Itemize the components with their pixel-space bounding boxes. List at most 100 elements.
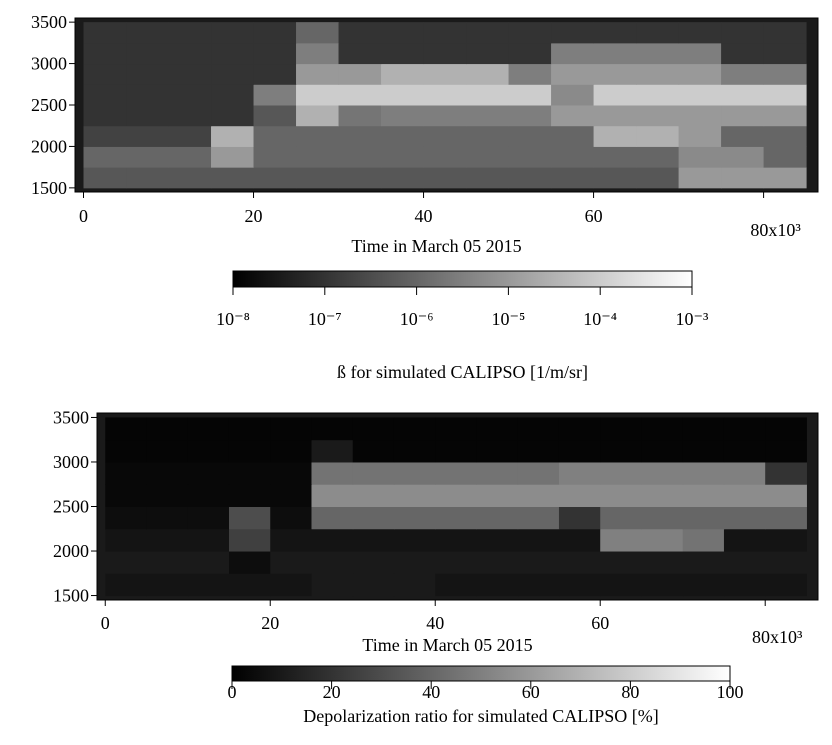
heatmap-cell xyxy=(311,484,354,507)
heatmap-cell xyxy=(763,42,807,65)
heatmap-cell xyxy=(381,146,425,168)
heatmap-cell xyxy=(105,439,147,463)
colorbar-tick-label: 10⁻⁴ xyxy=(583,309,617,329)
heatmap-cell xyxy=(435,528,477,552)
colorbar-tick-label: 100 xyxy=(717,682,744,702)
heatmap-cell xyxy=(508,105,552,127)
heatmap-cell xyxy=(551,84,595,106)
heatmap-cell xyxy=(338,167,382,189)
heatmap-cell xyxy=(641,439,684,463)
heatmap-cell xyxy=(311,528,354,552)
heatmap-cell xyxy=(270,439,312,463)
heatmap-cell xyxy=(228,439,271,463)
heatmap-cell xyxy=(211,63,255,85)
heatmap-cell xyxy=(126,125,170,147)
heatmap-cell xyxy=(296,42,340,65)
heatmap-cell xyxy=(253,63,297,85)
heatmap-cell xyxy=(381,105,425,127)
heatmap-cell xyxy=(517,551,560,574)
heatmap-cell xyxy=(763,167,807,189)
heatmap-cell xyxy=(381,63,425,85)
heatmap-cell xyxy=(126,105,170,127)
heatmap-cell xyxy=(423,167,467,189)
heatmap-cell xyxy=(721,125,765,147)
heatmap-cell xyxy=(678,22,722,44)
heatmap-cell xyxy=(476,417,519,441)
heatmap-cell xyxy=(517,461,560,485)
heatmap-cell xyxy=(126,42,170,65)
heatmap-cell xyxy=(476,551,519,574)
heatmap-cell xyxy=(168,63,212,85)
heatmap-cell xyxy=(352,461,395,485)
heatmap-cell xyxy=(187,417,230,441)
heatmap-cell xyxy=(253,105,297,127)
heatmap-cell xyxy=(228,506,271,530)
heatmap-cell xyxy=(682,484,725,507)
y-tick-label: 3000 xyxy=(31,54,67,74)
heatmap-cell xyxy=(466,84,510,106)
heatmap-cell xyxy=(146,573,189,597)
heatmap-cell xyxy=(723,417,766,441)
heatmap-cell xyxy=(338,84,382,106)
heatmap-cell xyxy=(476,461,519,485)
heatmap-cell xyxy=(352,417,395,441)
heatmap-cell xyxy=(423,125,467,147)
heatmap-cell xyxy=(228,417,271,441)
heatmap-cell xyxy=(721,146,765,168)
heatmap-cell xyxy=(105,506,147,530)
heatmap-cell xyxy=(721,105,765,127)
heatmap-cell xyxy=(105,417,147,441)
x-axis-label: Time in March 05 2015 xyxy=(351,236,521,256)
heatmap-cell xyxy=(636,105,680,127)
heatmap-cell xyxy=(228,551,271,574)
heatmap-cell xyxy=(600,506,642,530)
heatmap-cell xyxy=(723,528,766,552)
heatmap-cell xyxy=(466,63,510,85)
heatmap-cell xyxy=(253,84,297,106)
heatmap-cell xyxy=(126,63,170,85)
heatmap-cell xyxy=(168,22,212,44)
heatmap-cell xyxy=(593,146,637,168)
heatmap-cell xyxy=(296,105,340,127)
y-tick-label: 3500 xyxy=(31,12,67,32)
y-tick-label: 2000 xyxy=(31,136,67,156)
x-tick-label: 60 xyxy=(591,613,609,633)
x-tick-label: 80x10³ xyxy=(750,220,801,240)
heatmap-cell xyxy=(466,167,510,189)
heatmap-cell xyxy=(311,506,354,530)
heatmap-cell xyxy=(763,22,807,44)
heatmap-cell xyxy=(435,506,477,530)
heatmap-cell xyxy=(338,63,382,85)
heatmap-cell xyxy=(352,484,395,507)
heatmap-cell xyxy=(551,125,595,147)
heatmap-cell xyxy=(393,551,436,574)
heatmap-cell xyxy=(551,105,595,127)
heatmap-cell xyxy=(270,573,312,597)
y-tick-label: 3000 xyxy=(53,452,89,472)
heatmap-cell xyxy=(723,506,766,530)
heatmap-cell xyxy=(682,417,725,441)
heatmap-cell xyxy=(393,484,436,507)
heatmap-cell xyxy=(435,461,477,485)
heatmap-cell xyxy=(296,84,340,106)
heatmap-cell xyxy=(423,84,467,106)
heatmap-cell xyxy=(393,461,436,485)
heatmap-cell xyxy=(558,551,601,574)
heatmap-cell xyxy=(83,167,127,189)
colorbar xyxy=(232,270,693,288)
heatmap-cell xyxy=(721,22,765,44)
heatmap-cell xyxy=(393,573,436,597)
heatmap-cell xyxy=(211,22,255,44)
heatmap-cell xyxy=(593,63,637,85)
heatmap-cell xyxy=(296,125,340,147)
colorbar-tick-label: 10⁻⁵ xyxy=(492,309,526,329)
heatmap-cell xyxy=(558,484,601,507)
heatmap-cell xyxy=(508,42,552,65)
heatmap-cell xyxy=(83,42,127,65)
heatmap-cell xyxy=(558,417,601,441)
heatmap-cell xyxy=(381,84,425,106)
heatmap-cell xyxy=(517,439,560,463)
heatmap-cell xyxy=(187,528,230,552)
heatmap-cell xyxy=(352,439,395,463)
heatmap-cell xyxy=(311,573,354,597)
